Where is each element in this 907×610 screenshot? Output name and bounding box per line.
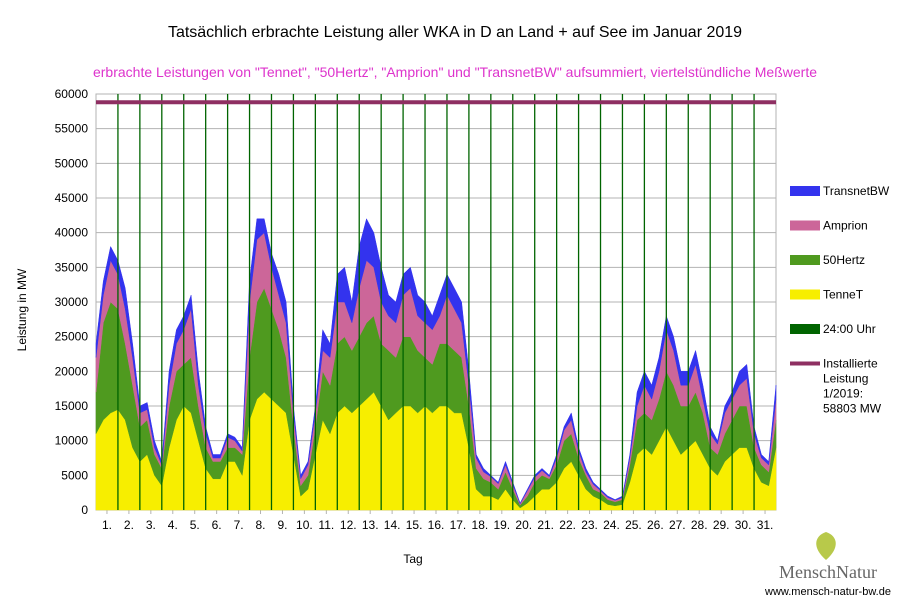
x-tick-label: 19.	[493, 518, 510, 532]
area	[95, 218, 777, 505]
y-tick-label: 5000	[61, 468, 88, 482]
chart-title: Tatsächlich erbrachte Leistung aller WKA…	[168, 24, 742, 41]
x-tick-label: 24.	[603, 518, 620, 532]
x-tick-label: 4.	[168, 518, 178, 532]
y-tick-label: 10000	[55, 434, 89, 448]
x-tick-label: 7.	[234, 518, 244, 532]
legend-swatch	[790, 361, 820, 366]
legend-swatch	[790, 289, 820, 300]
x-tick-label: 28.	[691, 518, 708, 532]
x-tick-label: 26.	[647, 518, 664, 532]
x-tick-label: 29.	[713, 518, 730, 532]
x-tick-label: 16.	[428, 518, 445, 532]
y-tick-label: 35000	[55, 260, 89, 274]
x-tick-label: 21.	[537, 518, 554, 532]
y-tick-label: 50000	[55, 156, 89, 170]
legend-swatch	[790, 255, 820, 265]
x-tick-label: 9.	[277, 518, 287, 532]
y-tick-label: 20000	[55, 364, 89, 378]
y-tick-label: 25000	[55, 330, 89, 344]
chart-subtitle: erbrachte Leistungen von "Tennet", "50He…	[93, 64, 817, 80]
legend-label: 50Hertz	[823, 253, 865, 267]
x-tick-label: 6.	[212, 518, 222, 532]
y-tick-label: 45000	[55, 191, 89, 205]
legend-label: 1/2019:	[823, 387, 863, 401]
x-tick-label: 25.	[625, 518, 642, 532]
x-tick-label: 15.	[406, 518, 423, 532]
legend-swatch	[790, 220, 820, 231]
legend-swatch	[790, 324, 820, 334]
y-tick-label: 40000	[55, 226, 89, 240]
logo-text: MenschNatur	[779, 562, 877, 582]
legend-label: TransnetBW	[823, 184, 890, 198]
x-tick-label: 12.	[340, 518, 357, 532]
legend-label: Leistung	[823, 372, 868, 386]
x-tick-label: 17.	[450, 518, 467, 532]
y-tick-label: 30000	[55, 295, 89, 309]
x-tick-label: 8.	[256, 518, 266, 532]
x-tick-label: 5.	[190, 518, 200, 532]
x-tick-label: 20.	[515, 518, 532, 532]
website: www.mensch-natur-bw.de	[764, 586, 891, 598]
logo-leaf	[816, 532, 836, 560]
x-tick-label: 1.	[102, 518, 112, 532]
y-tick-label: 55000	[55, 122, 89, 136]
y-tick-label: 0	[81, 503, 88, 517]
x-axis-label: Tag	[403, 552, 422, 566]
x-tick-label: 14.	[384, 518, 401, 532]
x-tick-label: 31.	[757, 518, 774, 532]
x-tick-label: 23.	[581, 518, 598, 532]
x-tick-label: 11.	[318, 518, 334, 532]
legend-label: 58803 MW	[823, 402, 882, 416]
legend-label: Amprion	[823, 219, 868, 233]
x-tick-label: 22.	[559, 518, 576, 532]
legend-swatch	[790, 186, 820, 196]
x-tick-label: 2.	[124, 518, 134, 532]
y-axis-label: Leistung in MW	[15, 268, 29, 351]
y-tick-label: 15000	[55, 399, 89, 413]
x-tick-label: 18.	[472, 518, 489, 532]
x-tick-label: 27.	[669, 518, 686, 532]
legend-label: TenneT	[823, 288, 864, 302]
legend-label: 24:00 Uhr	[823, 322, 876, 336]
x-tick-label: 13.	[362, 518, 379, 532]
x-tick-label: 3.	[146, 518, 156, 532]
legend-label: Installierte	[823, 357, 878, 371]
x-tick-label: 30.	[735, 518, 752, 532]
logo: MenschNatur www.mensch-natur-bw.de	[764, 532, 891, 598]
x-tick-label: 10.	[296, 518, 313, 532]
y-tick-label: 60000	[55, 87, 89, 101]
